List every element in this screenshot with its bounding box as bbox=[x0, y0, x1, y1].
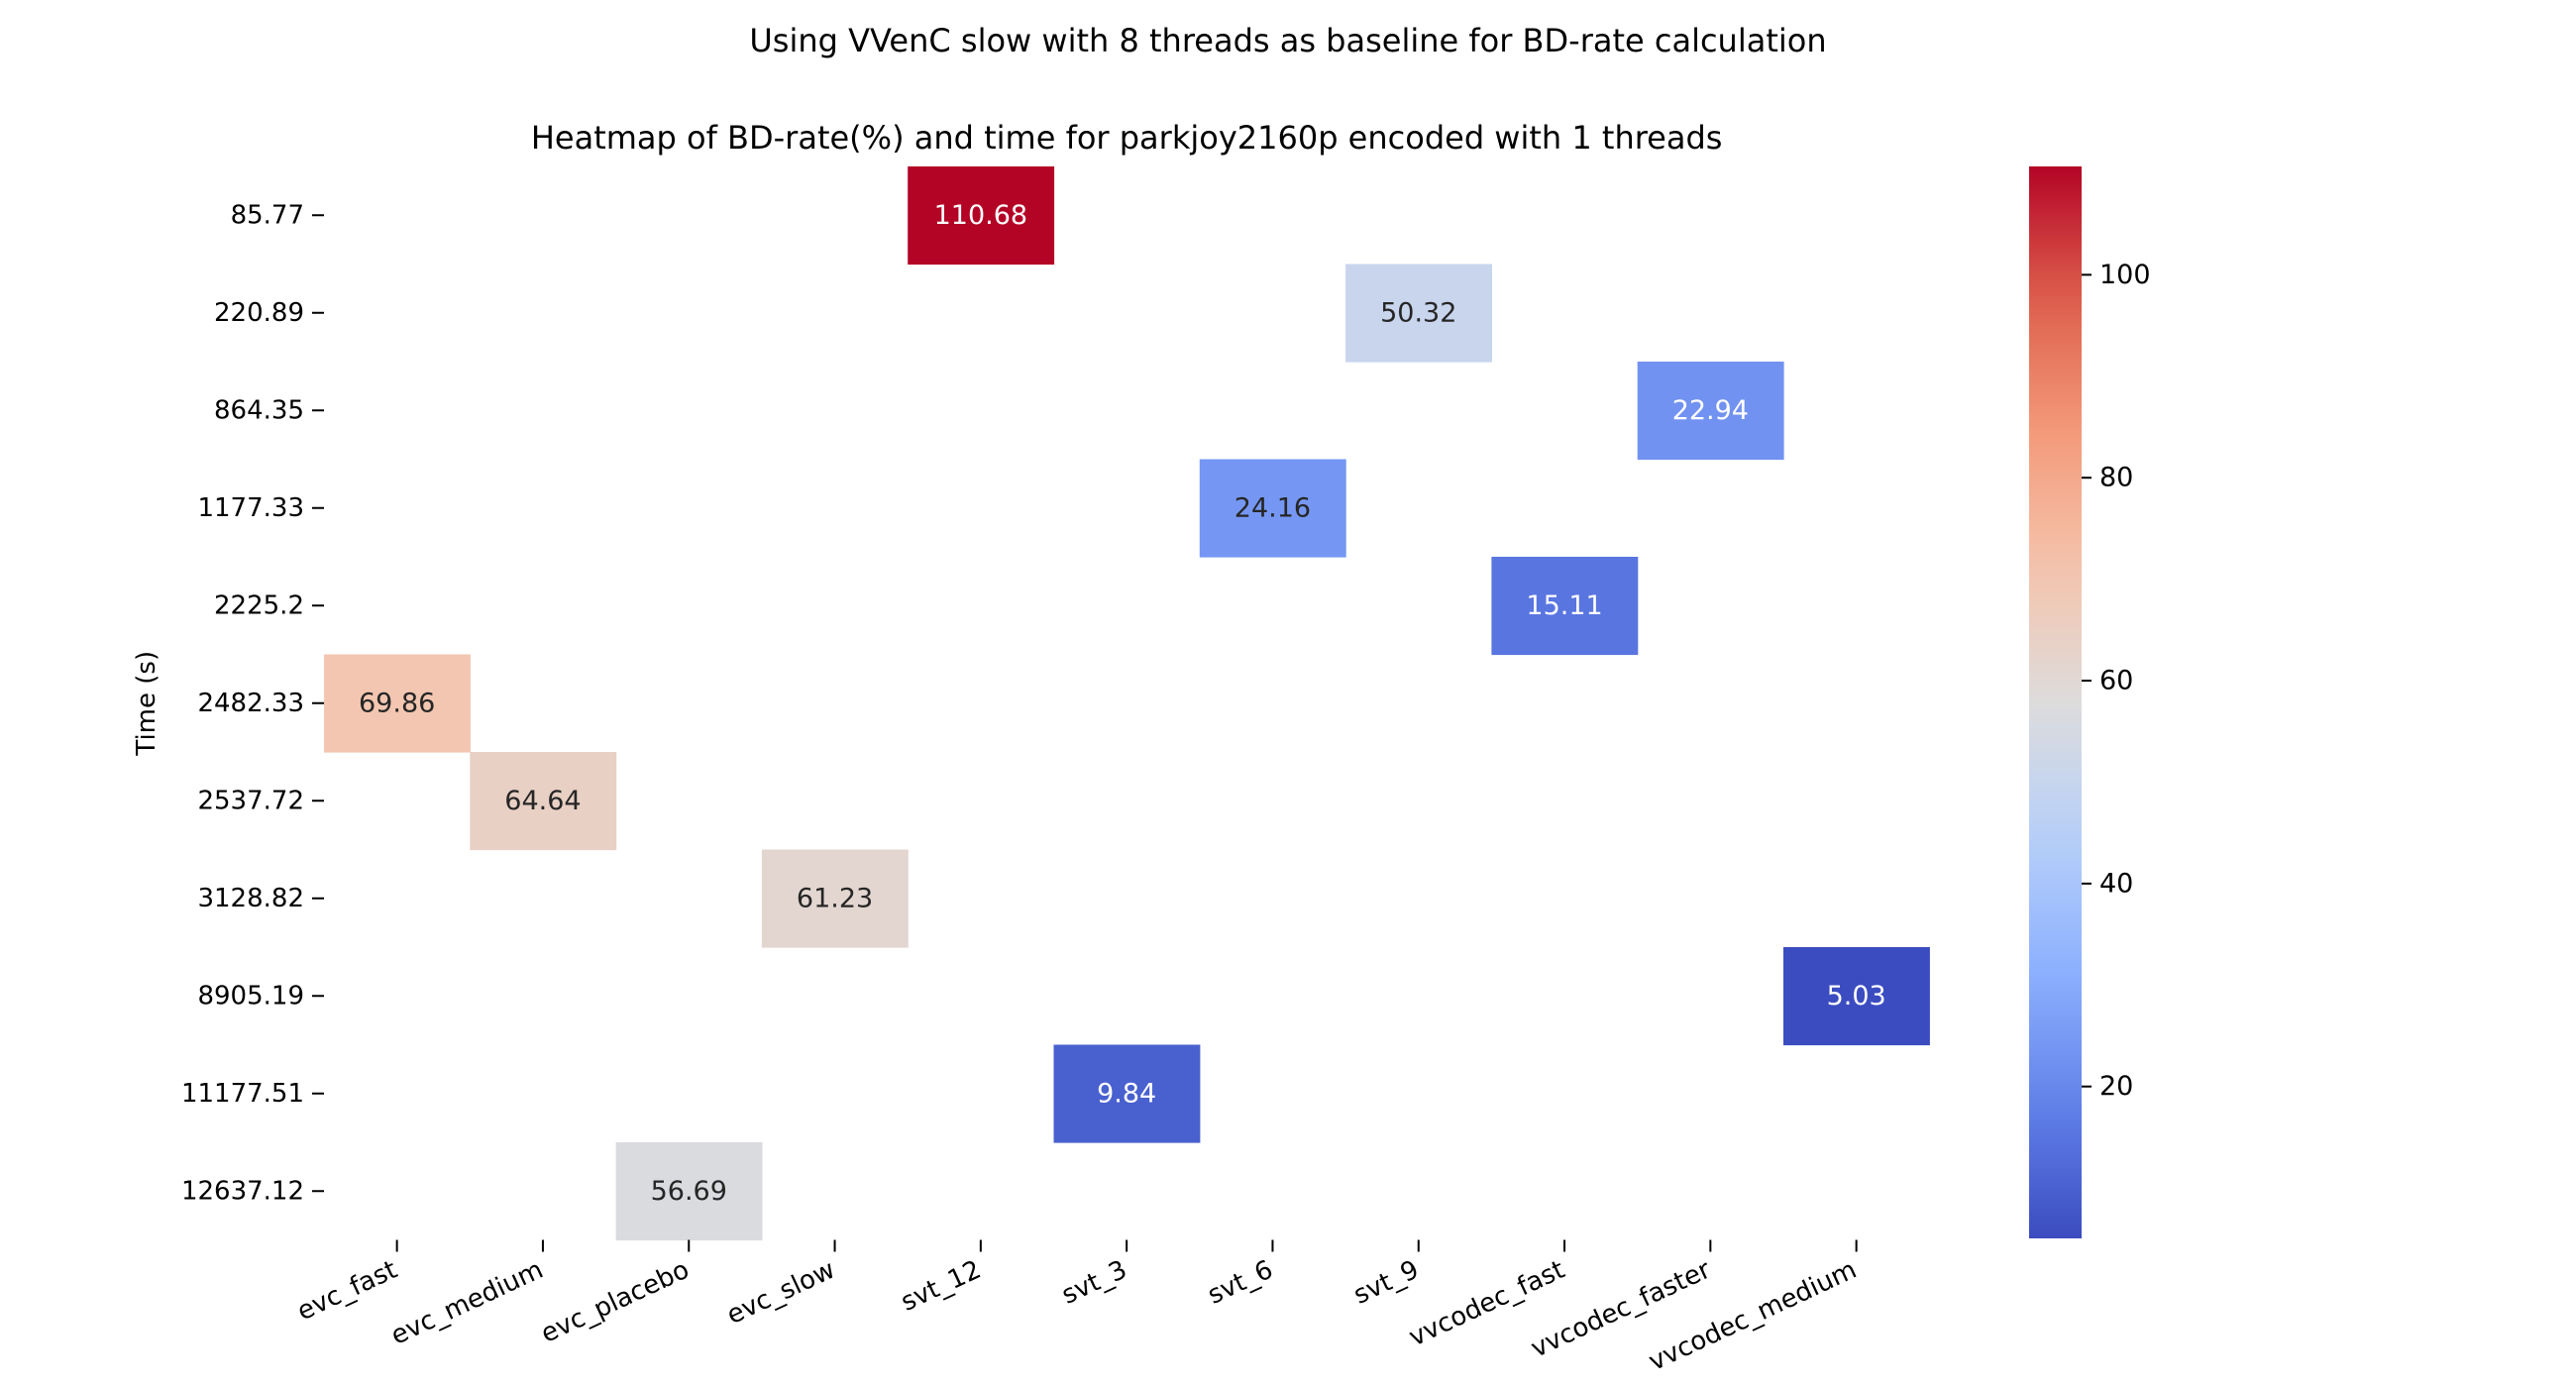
y-tick-label: 8905.19 bbox=[197, 981, 304, 1011]
heatmap-cell-label: 64.64 bbox=[504, 786, 581, 816]
heatmap-cell-label: 50.32 bbox=[1380, 297, 1456, 328]
y-tick-label: 2482.33 bbox=[197, 689, 304, 718]
heatmap-cell-label: 24.16 bbox=[1234, 492, 1311, 523]
y-tick-label: 3128.82 bbox=[197, 884, 304, 913]
heatmap-cell bbox=[1637, 362, 1784, 461]
y-tick-label: 2225.2 bbox=[214, 590, 304, 620]
heatmap-cell bbox=[1199, 459, 1346, 558]
x-tick-label: evc_slow bbox=[722, 1255, 839, 1331]
x-tick-label: svt_12 bbox=[897, 1255, 986, 1318]
y-tick-label: 220.89 bbox=[214, 298, 304, 328]
heatmap-cell bbox=[1345, 264, 1492, 363]
x-tick-label: svt_9 bbox=[1349, 1255, 1424, 1311]
colorbar-tick-label: 60 bbox=[2099, 666, 2133, 696]
x-tick-label: evc_medium bbox=[386, 1255, 548, 1351]
heatmap-cell-label: 22.94 bbox=[1672, 395, 1749, 426]
heatmap-cell-label: 110.68 bbox=[934, 200, 1027, 231]
chart-title: Heatmap of BD-rate(%) and time for parkj… bbox=[531, 119, 1723, 157]
heatmap-cell bbox=[761, 849, 909, 948]
y-tick-label: 2537.72 bbox=[197, 786, 304, 815]
heatmap-cells: 110.68 50.32 22.94 24.16 15.11 69.86 64.64 61.2… bbox=[324, 166, 1930, 1241]
colorbar-tick-label: 20 bbox=[2099, 1071, 2133, 1102]
heatmap-cell bbox=[1053, 1044, 1201, 1143]
colorbar: 20 40 60 80 100 bbox=[2029, 166, 2151, 1238]
y-tick-label: 864.35 bbox=[214, 395, 304, 425]
heatmap-cell bbox=[1783, 947, 1930, 1046]
heatmap-cell-label: 9.84 bbox=[1097, 1078, 1156, 1109]
x-tick-label: svt_6 bbox=[1203, 1255, 1277, 1311]
y-tick-label: 1177.33 bbox=[197, 493, 304, 523]
heatmap-cell-label: 15.11 bbox=[1526, 590, 1602, 621]
heatmap-cell-label: 56.69 bbox=[651, 1176, 727, 1207]
heatmap-cell-label: 69.86 bbox=[359, 688, 435, 718]
colorbar-tick-label: 40 bbox=[2099, 868, 2133, 899]
y-tick-label: 12637.12 bbox=[181, 1176, 304, 1206]
y-tick-label: 11177.51 bbox=[181, 1079, 304, 1109]
heatmap-cell-label: 61.23 bbox=[797, 883, 873, 913]
y-tick-label: 85.77 bbox=[231, 200, 304, 230]
heatmap-cell bbox=[470, 752, 617, 851]
chart-suptitle: Using VVenC slow with 8 threads as basel… bbox=[749, 22, 1826, 59]
heatmap-cell bbox=[1491, 557, 1639, 656]
x-tick-label: evc_fast bbox=[292, 1255, 401, 1328]
colorbar-tick-label: 80 bbox=[2099, 463, 2133, 493]
heatmap-cell-label: 5.03 bbox=[1827, 981, 1886, 1012]
y-axis-ticks: 85.77 220.89 864.35 1177.33 2225.2 2482.33 253… bbox=[181, 200, 324, 1206]
heatmap-cell bbox=[324, 654, 471, 753]
x-tick-label: evc_placebo bbox=[537, 1255, 695, 1349]
y-axis-label: Time (s) bbox=[132, 651, 161, 757]
colorbar-tick-label: 100 bbox=[2099, 260, 2151, 290]
x-tick-label: svt_3 bbox=[1057, 1255, 1131, 1311]
colorbar-gradient bbox=[2029, 166, 2082, 1238]
heatmap-cell bbox=[615, 1142, 763, 1241]
heatmap-cell bbox=[908, 166, 1055, 266]
